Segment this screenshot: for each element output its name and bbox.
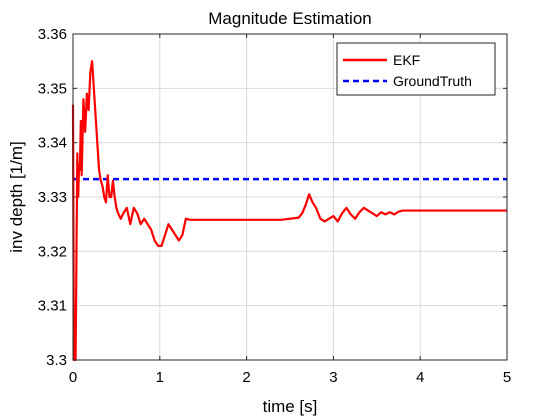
legend-label-groundtruth: GroundTruth bbox=[393, 73, 472, 89]
legend-label-ekf: EKF bbox=[393, 52, 420, 68]
legend-box bbox=[336, 42, 496, 96]
y-axis-label: inv depth [1/m] bbox=[7, 141, 26, 253]
chart-title: Magnitude Estimation bbox=[208, 9, 371, 28]
y-tick-labels: 3.3 3.31 3.32 3.33 3.34 3.35 3.36 bbox=[38, 26, 67, 369]
x-tick-labels: 0 1 2 3 4 5 bbox=[69, 369, 511, 386]
series-line-ekf bbox=[71, 60, 507, 362]
x-tick-label: 3 bbox=[329, 369, 337, 386]
series-group bbox=[71, 60, 507, 362]
x-tick-label: 1 bbox=[156, 369, 164, 386]
plot-border bbox=[72, 33, 508, 361]
x-tick-label: 0 bbox=[69, 369, 77, 386]
x-tick-label: 5 bbox=[503, 369, 511, 386]
x-tick-label: 4 bbox=[416, 369, 424, 386]
legend: EKF GroundTruth bbox=[336, 42, 496, 96]
y-tick-label: 3.31 bbox=[38, 298, 67, 315]
y-tick-label: 3.34 bbox=[38, 135, 67, 152]
x-axis-label: time [s] bbox=[263, 397, 318, 416]
y-tick-label: 3.3 bbox=[46, 352, 67, 369]
y-tick-label: 3.33 bbox=[38, 189, 67, 206]
y-tick-label: 3.36 bbox=[38, 26, 67, 43]
y-tick-label: 3.32 bbox=[38, 243, 67, 260]
y-tick-label: 3.35 bbox=[38, 80, 67, 97]
x-tick-label: 2 bbox=[242, 369, 250, 386]
